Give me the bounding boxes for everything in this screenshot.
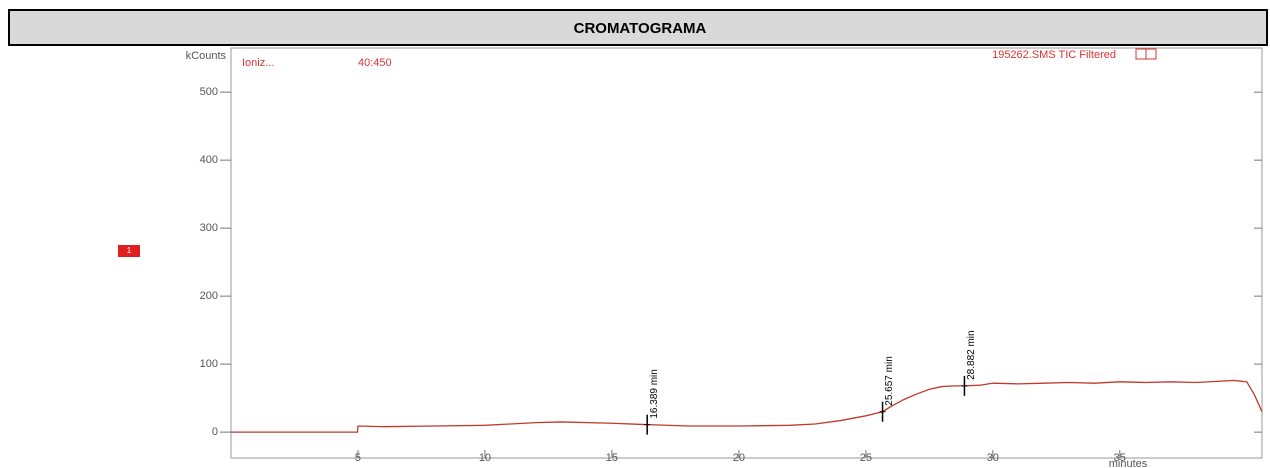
y-tick-label: 200 [200, 290, 218, 302]
window-icon [1145, 48, 1157, 60]
y-tick-label: 100 [200, 358, 218, 370]
y-tick-label: 400 [200, 154, 218, 166]
header-left: Ioniz... [242, 57, 274, 69]
chart-title: CROMATOGRAMA [574, 20, 707, 37]
peak-label: 25.657 min [884, 356, 895, 405]
x-axis-label: minutes [1109, 458, 1148, 468]
y-tick-label: 300 [200, 222, 218, 234]
y-tick-label: 500 [200, 86, 218, 98]
peak-label: 28.882 min [966, 330, 977, 379]
plot-frame [230, 47, 1263, 459]
trace-label: 1 [127, 246, 132, 255]
y-tick-label: 0 [212, 426, 218, 438]
peak-label: 16.389 min [649, 369, 660, 418]
trace-marker [118, 245, 140, 257]
header-range: 40:450 [358, 57, 392, 69]
window-icon [1135, 48, 1147, 60]
y-axis-label: kCounts [186, 50, 227, 62]
series-line [231, 379, 1263, 433]
header-right: 195262.SMS TIC Filtered [992, 49, 1116, 61]
header-bar [8, 9, 1268, 46]
